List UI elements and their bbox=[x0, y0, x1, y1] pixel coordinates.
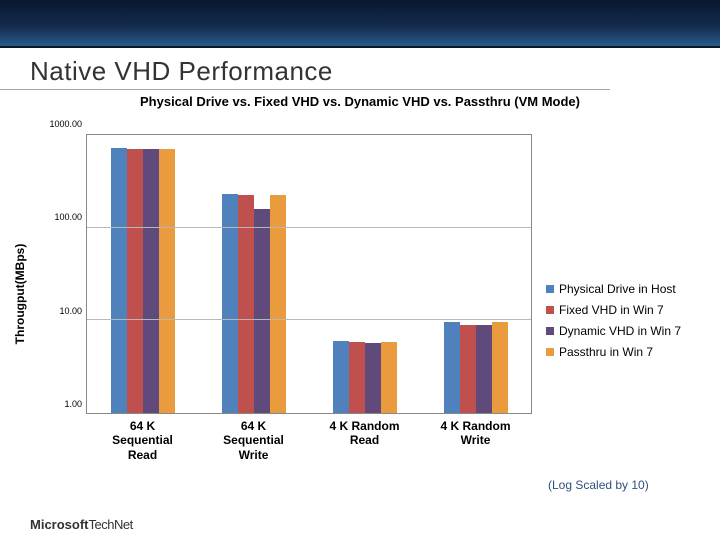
bar-group: 64 K Sequential Read bbox=[87, 135, 198, 413]
chart: Througput(MBps) 64 K Sequential Read64 K… bbox=[42, 134, 532, 454]
logo-brand: Microsoft bbox=[30, 517, 89, 532]
header-band bbox=[0, 0, 720, 48]
bar-group: 4 K Random Read bbox=[309, 135, 420, 413]
y-tick-label: 1000.00 bbox=[36, 119, 82, 129]
bar bbox=[444, 322, 460, 413]
bar bbox=[270, 195, 286, 413]
bar bbox=[333, 341, 349, 413]
legend-label: Fixed VHD in Win 7 bbox=[559, 303, 664, 317]
chart-subtitle: Physical Drive vs. Fixed VHD vs. Dynamic… bbox=[0, 94, 720, 109]
legend-label: Physical Drive in Host bbox=[559, 282, 676, 296]
plot-area: 64 K Sequential Read64 K Sequential Writ… bbox=[86, 134, 532, 414]
legend-swatch bbox=[546, 285, 554, 293]
legend: Physical Drive in Host Fixed VHD in Win 7… bbox=[546, 282, 681, 366]
bar bbox=[476, 325, 492, 413]
legend-swatch bbox=[546, 327, 554, 335]
bar bbox=[127, 149, 143, 413]
bar bbox=[365, 343, 381, 413]
bar-group: 4 K Random Write bbox=[420, 135, 531, 413]
bar-groups: 64 K Sequential Read64 K Sequential Writ… bbox=[87, 135, 531, 413]
y-axis-label: Througput(MBps) bbox=[13, 244, 27, 345]
footnote: (Log Scaled by 10) bbox=[548, 478, 649, 492]
bar bbox=[238, 195, 254, 413]
logo-sub: TechNet bbox=[89, 517, 133, 532]
bar bbox=[460, 325, 476, 413]
legend-item: Fixed VHD in Win 7 bbox=[546, 303, 681, 317]
bar bbox=[381, 342, 397, 413]
bar bbox=[111, 148, 127, 413]
y-tick-label: 1.00 bbox=[36, 399, 82, 409]
y-tick-label: 10.00 bbox=[36, 306, 82, 316]
legend-label: Dynamic VHD in Win 7 bbox=[559, 324, 681, 338]
bar-group: 64 K Sequential Write bbox=[198, 135, 309, 413]
bar bbox=[159, 149, 175, 413]
bar bbox=[254, 209, 270, 413]
legend-swatch bbox=[546, 348, 554, 356]
logo: MicrosoftTechNet bbox=[30, 517, 133, 532]
legend-item: Passthru in Win 7 bbox=[546, 345, 681, 359]
legend-label: Passthru in Win 7 bbox=[559, 345, 653, 359]
x-tick-label: 4 K Random Write bbox=[420, 413, 531, 448]
page-title: Native VHD Performance bbox=[30, 56, 610, 87]
y-tick-label: 100.00 bbox=[36, 212, 82, 222]
x-tick-label: 4 K Random Read bbox=[309, 413, 420, 448]
legend-item: Dynamic VHD in Win 7 bbox=[546, 324, 681, 338]
title-row: Native VHD Performance bbox=[0, 48, 610, 90]
bar bbox=[349, 342, 365, 413]
gridline bbox=[87, 227, 531, 228]
legend-item: Physical Drive in Host bbox=[546, 282, 681, 296]
gridline bbox=[87, 319, 531, 320]
x-tick-label: 64 K Sequential Write bbox=[198, 413, 309, 462]
bar bbox=[143, 149, 159, 413]
legend-swatch bbox=[546, 306, 554, 314]
bar bbox=[492, 322, 508, 413]
x-tick-label: 64 K Sequential Read bbox=[87, 413, 198, 462]
